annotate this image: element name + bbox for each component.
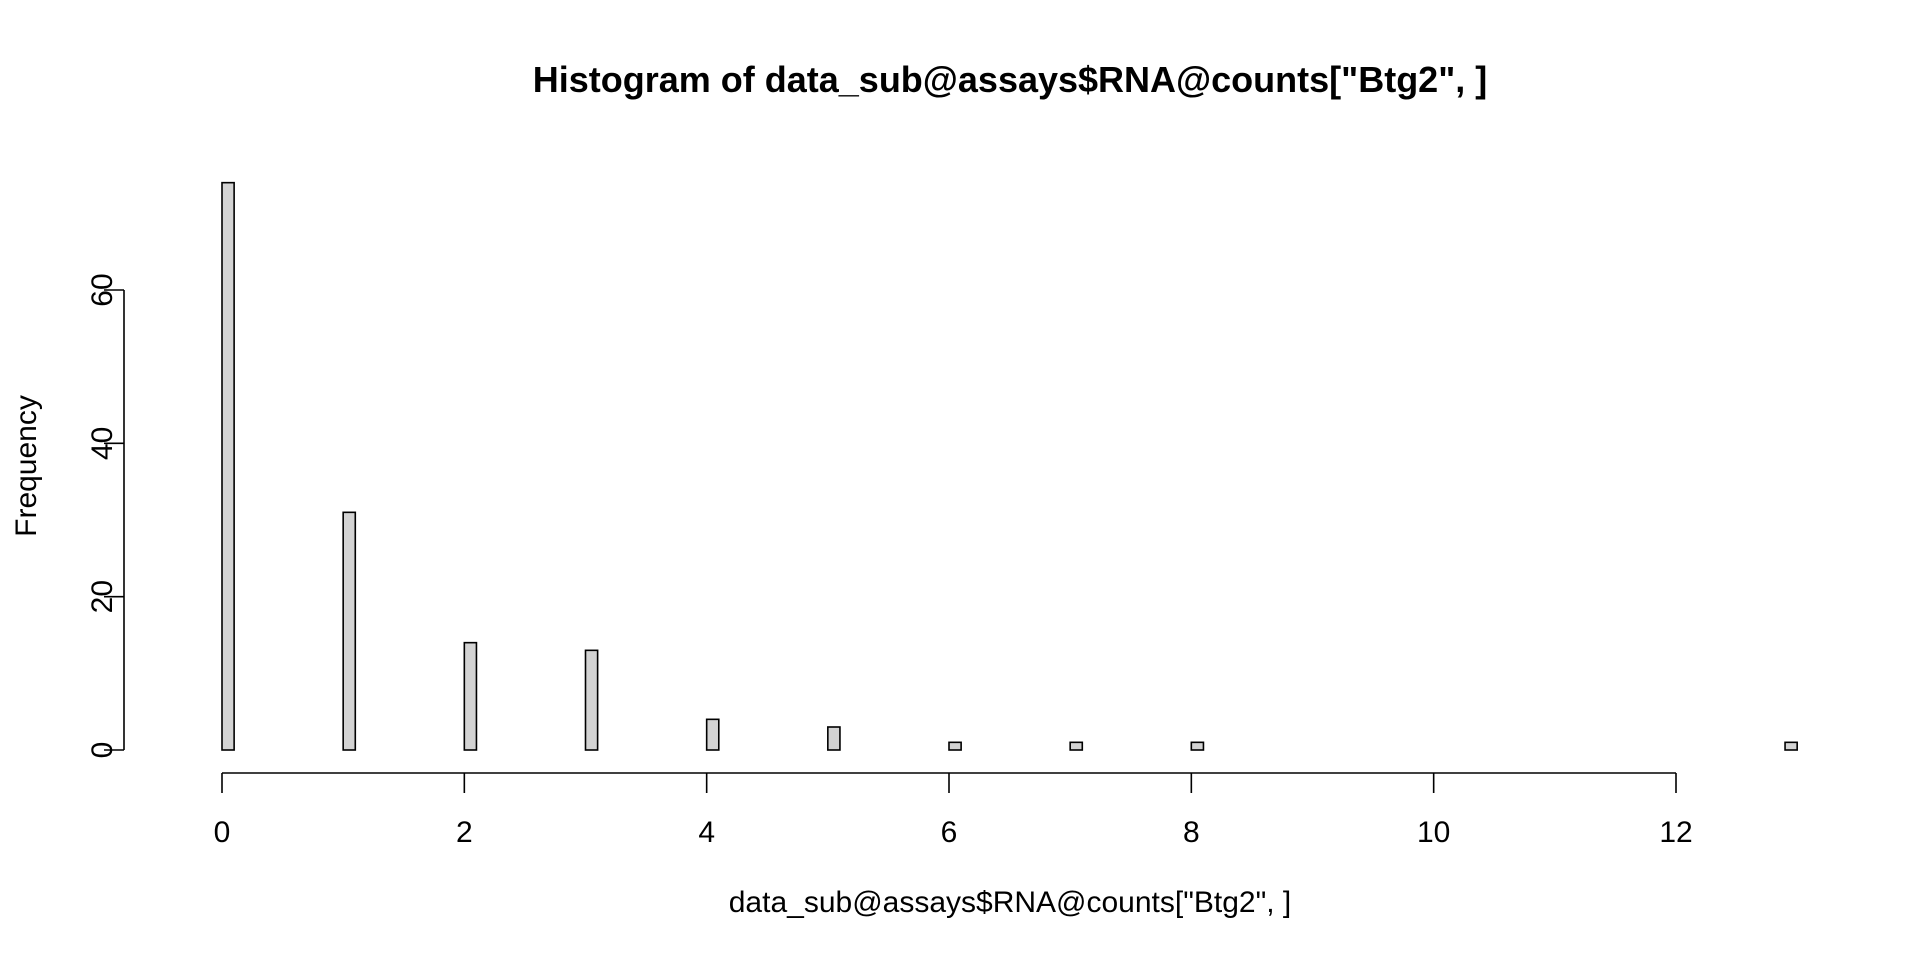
x-axis-label: data_sub@assays$RNA@counts["Btg2", ] (729, 886, 1292, 919)
histogram-bar (705, 718, 720, 751)
x-tick-label: 2 (456, 816, 473, 849)
histogram-bar (948, 741, 962, 751)
histogram-bar (1069, 741, 1084, 751)
x-axis: 0 2 4 6 8 10 12 (214, 772, 1693, 849)
x-tick-label: 4 (698, 816, 715, 849)
x-tick-label: 10 (1417, 816, 1450, 849)
y-tick-label: 0 (86, 742, 119, 759)
x-tick-label: 12 (1659, 816, 1692, 849)
bars-layer (221, 181, 1798, 751)
histogram-bar (584, 649, 599, 751)
y-tick-label: 20 (86, 580, 119, 613)
histogram-bar (463, 641, 478, 751)
y-axis: 0 20 40 60 (86, 273, 125, 759)
histogram-bar (1190, 741, 1205, 751)
x-tick-label: 8 (1183, 816, 1200, 849)
x-tick-label: 0 (214, 816, 231, 849)
y-tick-label: 40 (86, 427, 119, 460)
histogram-bar (827, 726, 841, 751)
histogram-bar (221, 181, 235, 751)
x-tick-label: 6 (941, 816, 958, 849)
y-axis-label: Frequency (10, 395, 43, 537)
histogram-bar (342, 511, 357, 751)
histogram-bar (1784, 741, 1798, 751)
chart-title: Histogram of data_sub@assays$RNA@counts[… (533, 59, 1488, 100)
y-tick-label: 60 (86, 273, 119, 306)
